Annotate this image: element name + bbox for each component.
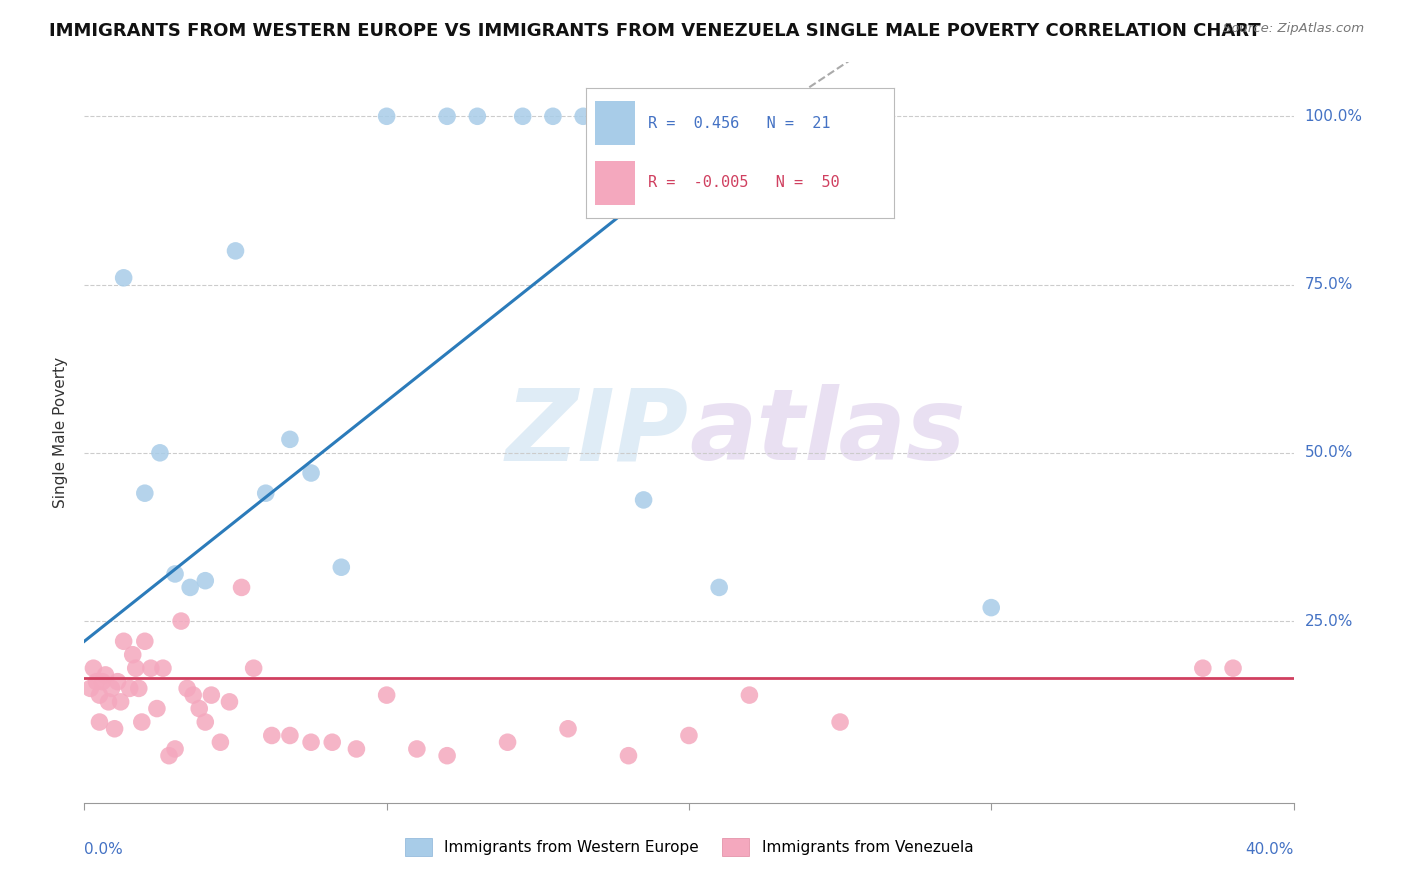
Point (709, 581, 731, 595)
Point (633, 492, 655, 507)
Point (100, 681, 122, 696)
Point (231, 581, 253, 595)
Point (278, 729, 301, 743)
Point (194, 574, 217, 588)
Point (242, 661, 264, 675)
Point (194, 714, 217, 729)
Text: 25.0%: 25.0% (1305, 614, 1353, 629)
Point (572, 109, 595, 123)
Point (152, 661, 174, 675)
Point (128, 681, 150, 696)
Point (436, 109, 458, 123)
Point (541, 109, 564, 123)
Point (89, 688, 111, 702)
Point (107, 674, 129, 689)
Point (375, 688, 398, 702)
Point (94, 668, 117, 682)
Point (82, 661, 104, 675)
Point (278, 433, 301, 447)
Point (218, 695, 240, 709)
Point (436, 748, 458, 763)
Text: 40.0%: 40.0% (1246, 842, 1294, 856)
Point (112, 270, 135, 285)
Point (602, 109, 624, 123)
Text: 0.0%: 0.0% (84, 842, 124, 856)
Point (678, 729, 700, 743)
Point (557, 722, 579, 736)
Point (176, 681, 198, 696)
Point (157, 748, 180, 763)
Point (146, 701, 169, 715)
Point (118, 681, 141, 696)
Point (1192, 661, 1215, 675)
Point (260, 729, 283, 743)
Point (299, 466, 322, 480)
Point (125, 661, 148, 675)
Point (165, 742, 187, 756)
Text: Source: ZipAtlas.com: Source: ZipAtlas.com (1223, 22, 1364, 36)
Point (375, 109, 398, 123)
Point (110, 695, 132, 709)
Point (406, 742, 429, 756)
Point (91, 674, 114, 689)
Text: 100.0%: 100.0% (1305, 109, 1362, 124)
Point (134, 486, 156, 500)
Point (617, 748, 640, 763)
Point (467, 109, 489, 123)
Point (165, 566, 187, 581)
Point (512, 109, 534, 123)
Point (254, 486, 277, 500)
Point (112, 634, 135, 648)
Point (200, 688, 222, 702)
Point (89, 714, 111, 729)
Legend: Immigrants from Western Europe, Immigrants from Venezuela: Immigrants from Western Europe, Immigran… (398, 832, 980, 862)
Point (330, 560, 353, 574)
Text: 50.0%: 50.0% (1305, 445, 1353, 460)
Text: atlas: atlas (689, 384, 966, 481)
Point (131, 714, 153, 729)
Point (134, 634, 156, 648)
Point (225, 244, 247, 258)
Point (830, 714, 852, 729)
Point (188, 701, 211, 715)
Point (170, 614, 193, 628)
Point (980, 600, 1002, 615)
Point (121, 648, 143, 662)
Point (346, 742, 368, 756)
Point (321, 735, 343, 749)
Point (104, 722, 127, 736)
Point (139, 661, 162, 675)
Point (179, 581, 201, 595)
Point (149, 446, 172, 460)
Point (299, 735, 322, 749)
Y-axis label: Single Male Poverty: Single Male Poverty (53, 357, 69, 508)
Point (496, 735, 519, 749)
Point (1222, 661, 1244, 675)
Point (97, 695, 120, 709)
Point (181, 688, 204, 702)
Text: 75.0%: 75.0% (1305, 277, 1353, 292)
Text: IMMIGRANTS FROM WESTERN EUROPE VS IMMIGRANTS FROM VENEZUELA SINGLE MALE POVERTY : IMMIGRANTS FROM WESTERN EUROPE VS IMMIGR… (49, 22, 1261, 40)
Point (209, 735, 232, 749)
Point (86, 674, 108, 689)
Point (79, 681, 101, 696)
Point (738, 688, 761, 702)
Text: ZIP: ZIP (506, 384, 689, 481)
